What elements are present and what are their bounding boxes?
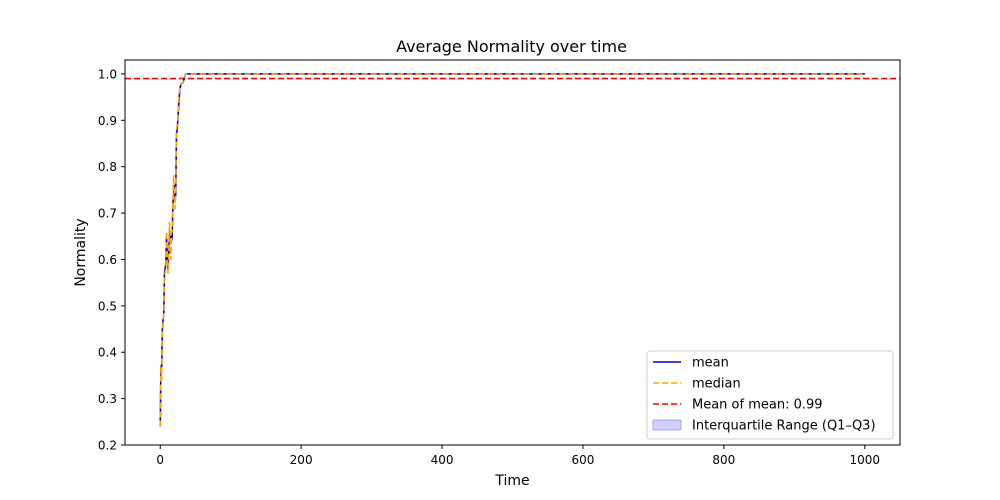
legend-entry-iqr-label: Interquartile Range (Q1–Q3)	[692, 419, 876, 434]
y-tick-label: 0.9	[98, 114, 117, 128]
y-tick-label: 0.5	[98, 299, 117, 313]
x-tick-label: 600	[572, 453, 595, 467]
plot-area	[125, 73, 900, 427]
legend-entry-median-label: median	[692, 377, 741, 392]
chart-title: Average Normality over time	[396, 37, 627, 56]
plot-frame	[124, 59, 901, 446]
y-tick-label: 0.8	[98, 160, 117, 174]
legend-entry-mean-of-mean-label: Mean of mean: 0.99	[692, 398, 823, 413]
y-tick-label: 0.6	[98, 253, 117, 267]
x-tick-label: 200	[290, 453, 313, 467]
y-tick-label: 0.4	[98, 346, 117, 360]
y-tick-label: 0.2	[98, 439, 117, 453]
y-tick-label: 0.7	[98, 207, 117, 221]
axes: 0 200 400 600 800 1000 0.2 0.3 0.4 0.5 0.6 0.7 0.8 0.…	[98, 67, 880, 467]
x-axis-label: Time	[494, 473, 529, 489]
x-tick-label: 0	[156, 453, 164, 467]
y-tick-label: 1.0	[98, 67, 117, 81]
y-tick-label: 0.3	[98, 392, 117, 406]
legend-entry-mean-label: mean	[692, 356, 729, 371]
series-line-median	[159, 73, 865, 427]
plot-content	[125, 73, 900, 427]
x-tick-label: 400	[431, 453, 454, 467]
y-axis-label: Normality	[73, 218, 89, 286]
x-tick-label: 800	[712, 453, 735, 467]
legend-box	[646, 350, 894, 440]
legend: mean median Mean of mean: 0.99 Interquartil…	[646, 350, 894, 440]
legend-entry-iqr-swatch	[652, 419, 682, 431]
x-tick-label: 1000	[849, 453, 880, 467]
